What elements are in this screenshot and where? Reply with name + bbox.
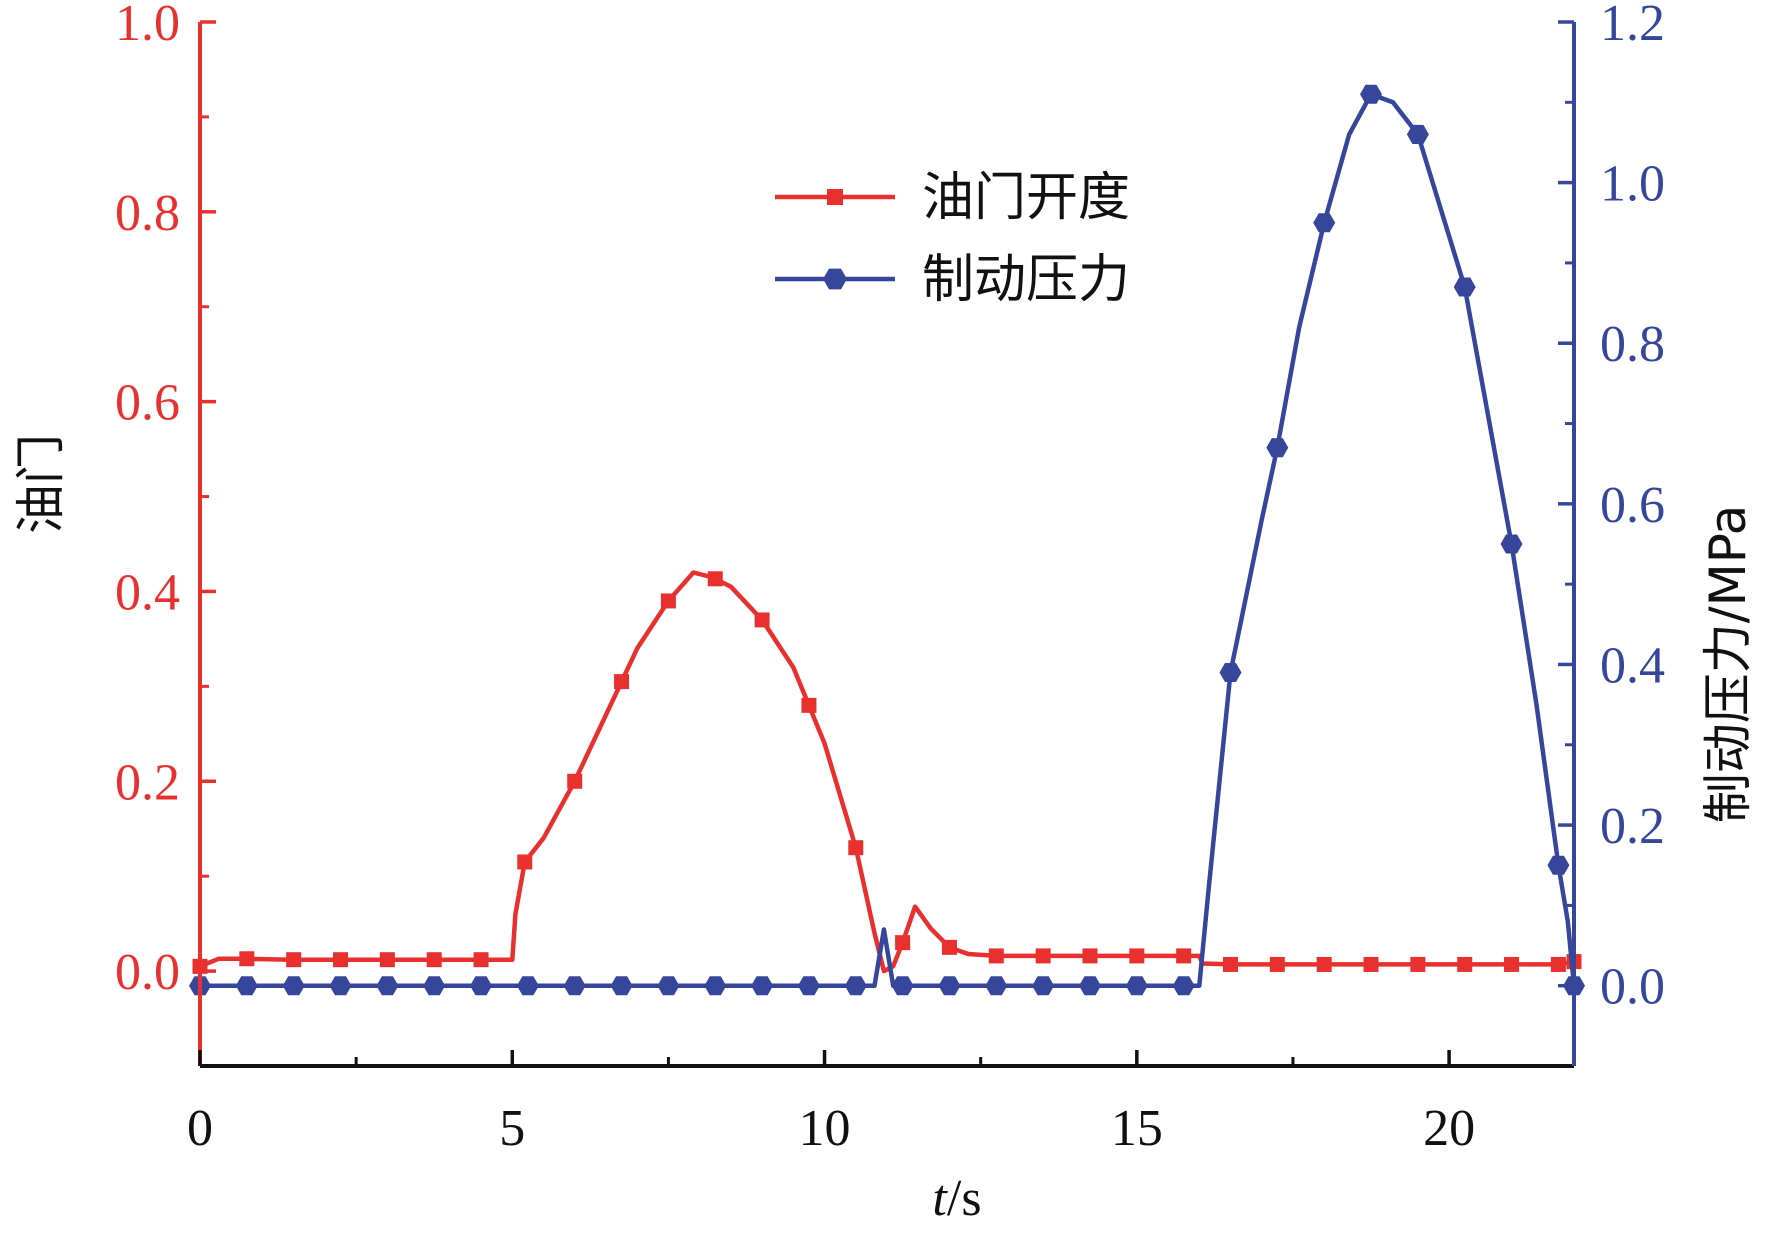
series-1-marker-25: [1316, 956, 1332, 972]
series-2-marker-17: [938, 976, 961, 996]
series-2-marker-13: [751, 976, 774, 996]
left-tick-label: 0.6: [115, 375, 180, 432]
series-2-marker-3: [282, 976, 305, 996]
series-2-marker-4: [329, 976, 352, 996]
x-tick-label-5: 5: [499, 1100, 525, 1157]
series-1-marker-4: [333, 952, 349, 968]
right-tick-label: 0.0: [1600, 959, 1665, 1016]
left-tick-label: 0.0: [115, 944, 180, 1001]
series-1-marker-30: [1550, 956, 1566, 972]
series-1-marker-23: [1223, 956, 1238, 972]
right-tick-label: 0.2: [1600, 798, 1665, 855]
x-axis-title: t/s: [932, 1170, 981, 1227]
series-2-marker-19: [1032, 976, 1055, 996]
series-1-marker-9: [567, 773, 583, 789]
series-1-marker-12: [707, 571, 723, 587]
plot-layer: [189, 84, 1585, 996]
right-tick-label: 1.0: [1600, 156, 1665, 213]
left-tick-label: 1.0: [115, 0, 180, 52]
series-1-marker-28: [1457, 956, 1473, 972]
right-tick-label: 0.4: [1600, 637, 1665, 694]
series-2-marker-22: [1172, 976, 1195, 996]
series-1-marker-3: [286, 952, 302, 968]
series-1-marker-6: [426, 952, 442, 968]
series-1-marker-8: [517, 854, 533, 870]
right-tick-label: 1.2: [1600, 0, 1665, 52]
right-y-axis-title: 制动压力/MPa: [1699, 505, 1757, 824]
series-1-marker-10: [614, 674, 630, 690]
left-tick-label: 0.8: [115, 185, 180, 242]
series-2-marker-10: [610, 976, 633, 996]
series-line-1: [199, 570, 1575, 974]
series-1-marker-18: [988, 948, 1004, 964]
series-1-marker-20: [1082, 948, 1098, 964]
series-2-marker-18: [985, 976, 1008, 996]
series-2-marker-12: [704, 976, 727, 996]
x-tick-label-0: 0: [187, 1100, 213, 1157]
series-2-marker-26: [1360, 84, 1382, 104]
series-2-marker-30: [1547, 855, 1570, 875]
series-2-marker-7: [470, 976, 492, 996]
right-tick-label: 0.6: [1600, 477, 1665, 534]
x-tick-label-20: 20: [1423, 1100, 1475, 1157]
legend-marker-hexagon: [823, 268, 847, 290]
series-1-marker-19: [1035, 948, 1051, 964]
series-1-marker-26: [1363, 956, 1379, 972]
series-2-marker-8: [516, 976, 539, 996]
series-2-marker-16: [891, 976, 914, 996]
series-2-marker-6: [423, 976, 446, 996]
series-1-marker-2: [239, 951, 255, 967]
series-2-marker-5: [376, 976, 399, 996]
left-tick-label: 0.4: [115, 564, 180, 621]
series-1-marker-5: [379, 952, 395, 968]
series-2-marker-25: [1313, 213, 1336, 233]
series-2-marker-24: [1266, 438, 1289, 458]
series-1-marker-24: [1269, 956, 1285, 972]
series-1-marker-13: [754, 612, 770, 628]
x-tick-label-15: 15: [1111, 1100, 1163, 1157]
series-1-marker-27: [1410, 956, 1426, 972]
series-1-marker-15: [848, 840, 864, 856]
series-1-marker-11: [660, 593, 676, 609]
axes-layer: 0 5 10 15 20 t/s 0.0 0.2 0.4 0.6 0.8 1.0 油门 0.0 0.2 0.4…: [12, 0, 1757, 1227]
series-2-marker-11: [657, 976, 680, 996]
series-2-marker-28: [1453, 277, 1476, 297]
series-2-marker-20: [1079, 976, 1101, 996]
series-1-marker-22: [1176, 948, 1192, 964]
series-2-marker-21: [1125, 976, 1148, 996]
series-1-marker-17: [941, 939, 957, 955]
legend-label-1: 油门开度: [922, 168, 1130, 228]
right-tick-label: 0.8: [1600, 316, 1665, 373]
series-2-marker-27: [1406, 124, 1429, 144]
left-y-axis-title: 油门: [12, 434, 70, 534]
left-tick-label: 0.2: [115, 754, 180, 811]
series-line-2: [200, 92, 1577, 988]
series-1-marker-21: [1129, 948, 1145, 964]
series-2-marker-14: [797, 976, 820, 996]
series-2-marker-23: [1219, 663, 1242, 682]
legend-marker-square: [827, 189, 843, 205]
series-1-marker-7: [473, 952, 489, 968]
series-1-marker-14: [801, 697, 817, 713]
legend-label-2: 制动压力: [922, 250, 1130, 310]
series-1-marker-16: [895, 935, 911, 951]
series-2-marker-29: [1500, 534, 1523, 554]
series-2-marker-15: [844, 976, 867, 996]
series-2-marker-2: [235, 976, 258, 996]
series-1-marker-29: [1504, 956, 1520, 972]
series-2-marker-9: [563, 976, 586, 996]
x-tick-label-10: 10: [799, 1100, 851, 1157]
